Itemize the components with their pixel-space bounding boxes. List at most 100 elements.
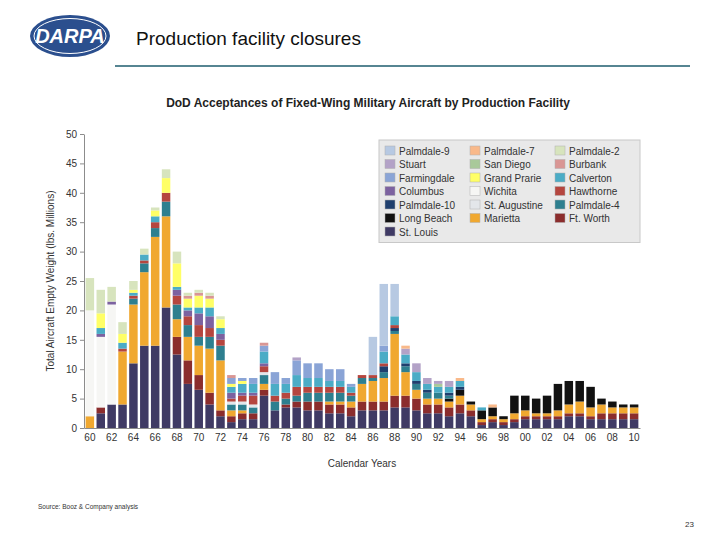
bar-segment [467,401,475,402]
legend-swatch [555,146,565,155]
bar-segment [325,402,333,405]
bar-segment [238,378,246,379]
logo-text: DARPA [35,25,105,47]
bar-segment [358,375,366,376]
bar-segment [205,316,213,328]
bar-segment [303,363,311,364]
bar-segment [271,372,279,373]
bar-segment [608,401,616,402]
bar-segment [619,404,627,405]
bar-segment [565,380,573,381]
bar-segment [499,416,507,417]
bar-segment [129,290,137,293]
bar-segment [97,313,105,328]
bar-segment [369,375,377,378]
bar-segment [347,384,355,387]
bar-segment [260,372,268,375]
tick-label: 66 [150,432,162,443]
bar-segment [477,407,485,408]
bar-segment [216,334,224,340]
bar-segment [205,337,213,349]
bar-segment [423,378,431,379]
y-tick: 15 [66,335,84,346]
legend-item: Hawthorne [555,186,618,197]
bar-segment [521,416,529,419]
bar-segment [619,404,627,405]
bar-segment [205,404,213,428]
bar-segment [521,395,529,396]
series-group [445,381,639,419]
bar-segment [292,357,300,358]
legend-item: Burbank [555,159,607,170]
bar-segment [565,380,573,381]
bar-segment [380,402,388,411]
bar-segment [597,413,605,419]
bar-segment [390,284,398,316]
bar-segment [358,375,366,376]
bar-segment [271,372,279,373]
bar-segment [140,346,148,428]
bar-segment [565,404,573,413]
bar-segment [86,278,94,310]
legend-item: Palmdale-9 [385,146,450,157]
bar-segment [140,260,148,263]
bar-segment [282,404,290,407]
bar-segment [129,281,137,282]
legend-swatch [555,160,565,169]
bar-segment [129,299,137,305]
bar-segment [347,396,355,402]
bar-segment [271,372,279,373]
x-tick: 80 [302,428,314,443]
bar-segment [630,404,638,405]
x-tick: 96 [476,428,488,443]
bar-segment [412,363,420,364]
bar-segment [151,346,159,428]
bar-segment [107,404,115,428]
bar-segment [173,355,181,429]
bar-segment [499,416,507,417]
bar-segment [477,407,485,408]
bar-segment [445,387,453,393]
bars [86,169,639,428]
bar-segment [456,381,464,387]
bar-segment [336,369,344,370]
bar-segment [249,378,257,384]
bar-segment [543,395,551,396]
series-group [86,169,225,334]
bar-segment [412,363,420,364]
bar-segment [565,380,573,381]
bar-segment [630,404,638,405]
tick-mark [80,281,84,282]
bar-segment [205,293,213,296]
bar-segment [456,396,464,405]
x-axis: 6062646668707274767880828486889092949698… [84,428,640,443]
bar-segment [227,375,235,378]
bar-segment [456,378,464,381]
bar-segment [260,375,268,384]
legend-swatch [470,173,480,182]
legend-swatch [385,146,395,155]
series-group [86,305,116,417]
bar-segment [151,208,159,211]
bar-segment [456,413,464,428]
bar-segment [412,372,420,381]
y-axis-title: Total Aircraft Empty Weight (lbs. Millio… [45,191,56,372]
bar-segment [358,375,366,376]
legend-item: Wichita [470,186,517,197]
tick-label: 76 [258,432,270,443]
bar-segment [238,381,246,384]
bar-segment [227,410,235,416]
bar-segment [619,404,627,407]
bar-segment [608,413,616,419]
tick-label: 80 [302,432,314,443]
bar-segment [619,404,627,405]
bar-segment [107,287,115,302]
bar-segment [238,378,246,379]
bar-segment [554,410,562,416]
bar-segment [630,404,638,405]
legend-swatch [470,200,480,209]
bar-segment [271,402,279,411]
bar-segment [499,416,507,417]
bar-segment [575,380,583,381]
series-group [97,216,486,410]
